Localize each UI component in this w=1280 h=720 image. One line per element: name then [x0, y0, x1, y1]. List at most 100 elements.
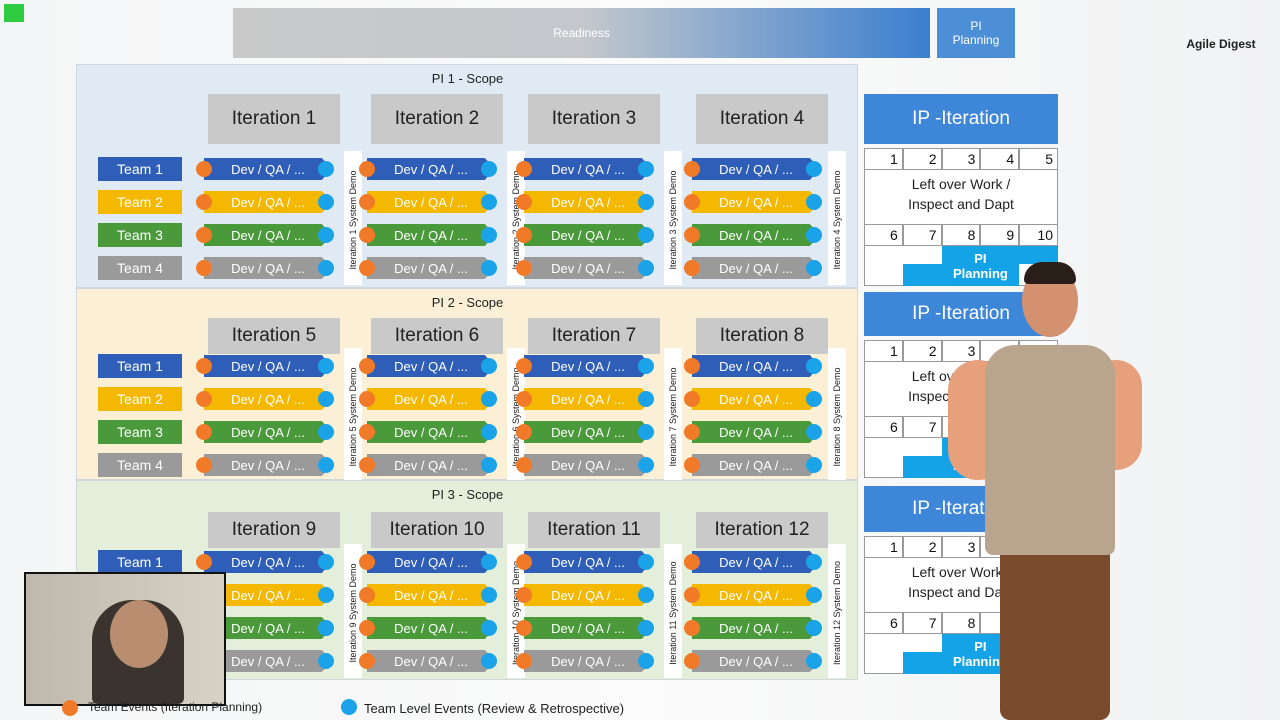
review-dot — [806, 424, 822, 440]
ip-day: 7 — [902, 612, 942, 634]
planning-dot — [684, 424, 700, 440]
iteration-header: Iteration 1 — [208, 94, 340, 144]
review-dot — [481, 227, 497, 243]
planning-dot — [196, 358, 212, 374]
webcam-face — [110, 600, 168, 668]
review-dot — [638, 424, 654, 440]
pi-planning-box: PI Planning — [937, 8, 1015, 58]
review-dot — [481, 587, 497, 603]
review-dot — [638, 391, 654, 407]
team-label: Team 4 — [98, 453, 182, 477]
task-bar: Dev / QA / ... — [367, 584, 495, 606]
legend-dot — [341, 699, 357, 715]
review-dot — [638, 587, 654, 603]
task-bar: Dev / QA / ... — [367, 617, 495, 639]
planning-dot — [516, 358, 532, 374]
review-dot — [806, 391, 822, 407]
planning-dot — [359, 161, 375, 177]
review-dot — [481, 554, 497, 570]
scope-title: PI 3 - Scope — [431, 486, 504, 502]
presenter-hair — [1024, 262, 1076, 284]
planning-dot — [684, 161, 700, 177]
ip-day: 1 — [864, 536, 903, 558]
task-bar: Dev / QA / ... — [367, 421, 495, 443]
task-bar: Dev / QA / ... — [692, 158, 820, 180]
ip-note: Left over Work / — [911, 564, 1011, 580]
review-dot — [638, 620, 654, 636]
review-dot — [481, 391, 497, 407]
iteration-header: Iteration 8 — [696, 318, 828, 354]
review-dot — [481, 161, 497, 177]
system-demo-column — [507, 544, 525, 678]
task-bar: Dev / QA / ... — [692, 388, 820, 410]
planning-dot — [359, 227, 375, 243]
iteration-header: Iteration 10 — [371, 512, 503, 548]
task-bar: Dev / QA / ... — [524, 454, 652, 476]
planning-dot — [196, 194, 212, 210]
review-dot — [318, 194, 334, 210]
system-demo-column — [507, 348, 525, 482]
team-label: Team 1 — [98, 550, 182, 574]
team-label: Team 2 — [98, 387, 182, 411]
review-dot — [638, 653, 654, 669]
ip-day: 6 — [864, 224, 903, 246]
review-dot — [318, 554, 334, 570]
iteration-header: Iteration 12 — [696, 512, 828, 548]
planning-dot — [516, 587, 532, 603]
system-demo-column — [828, 348, 846, 482]
task-bar: Dev / QA / ... — [204, 224, 332, 246]
task-bar: Dev / QA / ... — [204, 454, 332, 476]
iteration-header: Iteration 2 — [371, 94, 503, 144]
task-bar: Dev / QA / ... — [367, 224, 495, 246]
task-bar: Dev / QA / ... — [524, 551, 652, 573]
ip-day: 6 — [864, 416, 903, 438]
system-demo-column — [664, 348, 682, 482]
planning-dot — [196, 457, 212, 473]
system-demo-column — [344, 151, 362, 285]
ip-day: 2 — [902, 340, 942, 362]
system-demo-column — [344, 348, 362, 482]
task-bar: Dev / QA / ... — [692, 191, 820, 213]
iteration-header: Iteration 5 — [208, 318, 340, 354]
task-bar: Dev / QA / ... — [692, 355, 820, 377]
review-dot — [806, 554, 822, 570]
system-demo-label: Iteration 3 System Demo — [668, 170, 678, 270]
system-demo-label: Iteration 11 System Demo — [668, 561, 678, 665]
task-bar: Dev / QA / ... — [692, 617, 820, 639]
review-dot — [318, 161, 334, 177]
planning-dot — [516, 424, 532, 440]
ip-day: 8 — [941, 612, 981, 634]
ip-day: 7 — [902, 224, 942, 246]
logo: Agile Digest — [1186, 37, 1256, 51]
planning-dot — [516, 620, 532, 636]
planning-dot — [196, 260, 212, 276]
planning-dot — [196, 554, 212, 570]
planning-dot — [359, 391, 375, 407]
review-dot — [481, 457, 497, 473]
review-dot — [638, 194, 654, 210]
ip-cell — [902, 456, 942, 478]
planning-dot — [359, 424, 375, 440]
planning-dot — [684, 554, 700, 570]
task-bar: Dev / QA / ... — [692, 224, 820, 246]
ip-day: 2 — [902, 148, 942, 170]
ip-day: 2 — [902, 536, 942, 558]
task-bar: Dev / QA / ... — [524, 617, 652, 639]
task-bar: Dev / QA / ... — [204, 421, 332, 443]
review-dot — [806, 194, 822, 210]
planning-dot — [684, 227, 700, 243]
task-bar: Dev / QA / ... — [692, 421, 820, 443]
planning-dot — [196, 424, 212, 440]
planning-dot — [196, 391, 212, 407]
task-bar: Dev / QA / ... — [524, 388, 652, 410]
review-dot — [638, 554, 654, 570]
system-demo-column — [828, 544, 846, 678]
review-dot — [318, 260, 334, 276]
review-dot — [806, 620, 822, 636]
planning-dot — [359, 653, 375, 669]
ip-day: 6 — [864, 612, 903, 634]
task-bar: Dev / QA / ... — [692, 257, 820, 279]
system-demo-label: Iteration 4 System Demo — [832, 170, 842, 270]
planning-dot — [684, 260, 700, 276]
task-bar: Dev / QA / ... — [367, 158, 495, 180]
